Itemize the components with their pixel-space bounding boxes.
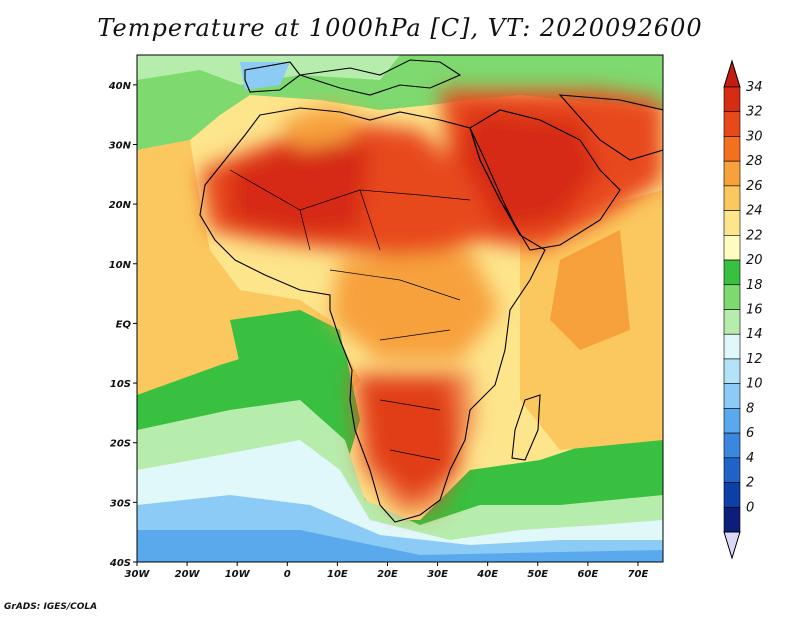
south-deep-blue <box>137 530 663 562</box>
colorbar-bottom-arrow <box>723 531 741 560</box>
madagascar-coastline <box>511 394 541 461</box>
colorbar-label: 32 <box>746 105 763 120</box>
footer-credit: GrADS: IGES/COLA <box>4 602 98 612</box>
colorbar-label: 18 <box>746 278 763 293</box>
colorbar-label: 16 <box>746 303 763 318</box>
colorbar-label: 28 <box>746 154 763 169</box>
lat-tick-label: 40N <box>108 81 132 92</box>
field-layer <box>137 55 663 562</box>
colorbar-swatch <box>723 333 741 360</box>
colorbar-swatch <box>723 506 741 533</box>
colorbar-swatch <box>723 185 741 211</box>
lat-tick-label: 30N <box>109 140 132 151</box>
lat-tick-label: 30S <box>110 498 131 509</box>
colorbar-label: 14 <box>746 327 763 342</box>
southern-africa-orange <box>350 370 475 515</box>
plot-title: Temperature at 1000hPa [C], VT: 20200926… <box>97 14 703 42</box>
colorbar-swatch <box>723 210 741 236</box>
colorbar-label: 10 <box>746 377 763 392</box>
colorbar-label: 24 <box>746 204 763 219</box>
colorbar-top-arrow <box>723 59 741 88</box>
atlas-warm <box>280 105 360 150</box>
sahara-red <box>230 130 370 235</box>
colorbar-swatch <box>723 432 741 459</box>
colorbar-swatch <box>723 457 741 483</box>
red-sea <box>469 127 521 236</box>
colorbar-label: 0 <box>746 500 754 515</box>
europe-coastline <box>244 59 462 96</box>
heat-blobs <box>200 90 663 515</box>
colorbar-label: 34 <box>746 80 763 95</box>
arabia-coastline <box>469 109 621 251</box>
arabian-sea-warm <box>550 230 630 350</box>
persia-coastline <box>558 94 663 161</box>
colorbar-swatch <box>723 358 741 384</box>
colorbar-swatch <box>723 259 741 286</box>
borders-sample <box>229 169 471 461</box>
colorbar-label: 26 <box>746 179 763 194</box>
colorbar-label: 8 <box>746 401 754 416</box>
lon-tick-label: 30E <box>427 569 448 580</box>
lon-tick-label: 60E <box>577 569 598 580</box>
colorbar-label: 12 <box>746 352 763 367</box>
colorbar-label: 20 <box>746 253 763 268</box>
lon-tick-label: 0 <box>284 569 291 580</box>
colorbar-swatch <box>723 408 741 434</box>
coastlines <box>199 59 663 523</box>
arabia-red <box>460 110 600 230</box>
colorbar-swatch <box>723 136 741 162</box>
colorbar-label: 2 <box>746 476 754 491</box>
colorbar-swatch <box>723 235 741 261</box>
lat-tick-label: 40S <box>109 558 131 569</box>
colorbar-swatch <box>723 383 741 409</box>
lon-tick-label: 10W <box>225 569 251 580</box>
colorbar-swatch <box>723 160 741 187</box>
lon-tick-label: 50E <box>527 569 548 580</box>
colorbar-swatch <box>723 111 741 137</box>
colorbar-label: 22 <box>746 228 763 243</box>
axis-ticks: 30W 20W 10W 0 10E 20E 30E 40E 50E 60E 70E 40N 30N 20N… <box>108 81 649 580</box>
colorbar-swatch <box>723 284 741 310</box>
lat-tick-label: 20N <box>109 200 132 211</box>
colorbar-label: 6 <box>746 426 754 441</box>
colorbar-label: 4 <box>746 451 754 466</box>
central-africa-warm <box>330 250 500 360</box>
lat-tick-label: 10N <box>109 260 132 271</box>
lon-tick-label: 30W <box>125 569 151 580</box>
lon-tick-label: 10E <box>327 569 348 580</box>
lat-tick-label: 20S <box>110 439 131 450</box>
lon-tick-label: 20W <box>175 569 201 580</box>
lat-tick-label: 10S <box>110 379 131 390</box>
equatorial-cold-tongue <box>230 310 345 370</box>
colorbar-label: 30 <box>746 129 763 144</box>
lat-tick-label: EQ <box>116 319 132 330</box>
map-frame <box>136 54 664 563</box>
colorbar-swatch <box>723 86 741 113</box>
colorbar-swatch <box>723 309 741 335</box>
lon-tick-label: 20E <box>377 569 398 580</box>
lon-tick-label: 70E <box>628 569 649 580</box>
lon-tick-label: 40E <box>476 569 498 580</box>
colorbar-swatch <box>723 482 741 508</box>
